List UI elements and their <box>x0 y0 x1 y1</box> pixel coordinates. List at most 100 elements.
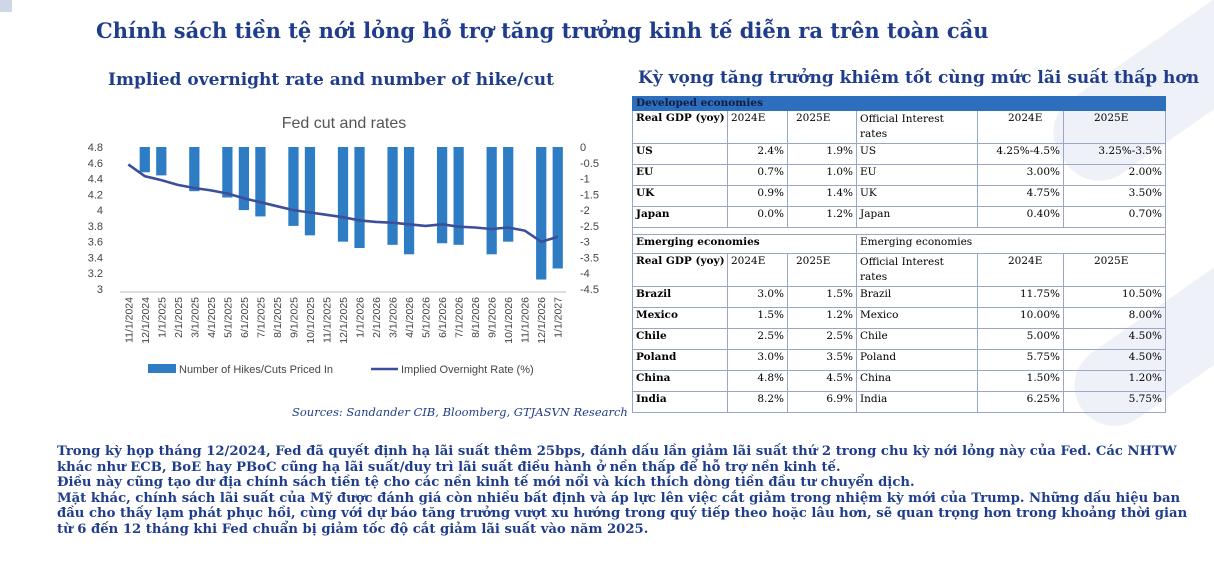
country-cell: Brazil <box>632 286 728 308</box>
gdp-2024-cell: 2.4% <box>727 143 788 165</box>
section-header-emerging: Emerging economies Emerging economies <box>632 234 1167 254</box>
gdp-2025-cell: 1.9% <box>787 143 857 165</box>
chart-title: Fed cut and rates <box>282 115 407 132</box>
rate-country-cell: China <box>856 370 978 392</box>
page-title: Chính sách tiền tệ nới lỏng hỗ trợ tăng … <box>96 18 989 43</box>
gdp-2025-cell: 1.5% <box>787 286 857 308</box>
section-header-developed: Developed economies <box>631 96 1167 111</box>
gdp-2024-cell: 3.0% <box>727 349 788 371</box>
rate-2025-cell: 4.50% <box>1062 328 1167 350</box>
header-2024: 2024E <box>727 253 788 287</box>
rate-country-cell: EU <box>856 164 978 186</box>
paragraph: Trong kỳ họp tháng 12/2024, Fed đã quyết… <box>57 444 1177 475</box>
gdp-2025-cell: 3.5% <box>787 349 857 371</box>
spacer-row <box>631 227 1167 235</box>
rate-2025-cell: 5.75% <box>1062 391 1167 413</box>
rate-2024-cell: 0.40% <box>977 206 1064 228</box>
gdp-2025-cell: 6.9% <box>787 391 857 413</box>
x-axis-tick: 3/1/2025 <box>189 297 201 338</box>
rate-2024-cell: 3.00% <box>977 164 1064 186</box>
x-axis-tick: 12/1/2024 <box>140 297 152 344</box>
gdp-2024-cell: 0.0% <box>727 206 788 228</box>
gdp-2024-cell: 4.8% <box>727 370 788 392</box>
x-axis-tick: 5/1/2025 <box>222 297 234 338</box>
left-axis-tick: 4.4 <box>88 174 103 186</box>
table-row: Brazil 3.0% 1.5% Brazil 11.75% 10.50% <box>632 286 1167 308</box>
x-axis-tick: 5/1/2026 <box>421 297 433 338</box>
gdp-rates-table: Developed economies Real GDP (yoy) 2024E… <box>631 96 1167 413</box>
corner-mark <box>0 0 12 12</box>
bar <box>304 147 316 236</box>
table-row: US 2.4% 1.9% US 4.25%-4.5% 3.25%-3.5% <box>632 143 1167 165</box>
x-axis-tick: 4/1/2025 <box>206 297 218 338</box>
left-axis-tick: 3.6 <box>88 237 103 249</box>
x-axis-tick: 1/1/2025 <box>156 297 168 338</box>
x-axis-tick: 11/1/2026 <box>520 297 532 343</box>
left-axis-tick: 4.8 <box>88 142 103 154</box>
header-2024: 2024E <box>727 110 788 144</box>
bar <box>552 147 563 269</box>
x-axis-tick: 9/1/2026 <box>487 297 499 338</box>
right-axis-tick: -0.5 <box>580 158 599 170</box>
gdp-2025-cell: 4.5% <box>787 370 857 392</box>
x-axis-tick: 12/1/2026 <box>536 297 548 344</box>
right-axis-tick: -4 <box>580 268 590 280</box>
gdp-2025-cell: 1.2% <box>787 307 857 329</box>
bar <box>387 147 398 245</box>
gdp-2025-cell: 1.0% <box>787 164 857 186</box>
rate-line <box>127 163 559 243</box>
x-axis-tick: 10/1/2025 <box>305 297 317 344</box>
left-axis-tick: 3.4 <box>88 252 103 264</box>
rate-2025-cell: 2.00% <box>1062 164 1167 186</box>
header-2024: 2024E <box>977 110 1064 144</box>
header-2025: 2025E <box>1062 253 1167 287</box>
section-label: Developed economies <box>631 96 1167 111</box>
bar <box>503 147 514 242</box>
bar <box>337 147 349 242</box>
rate-country-cell: UK <box>856 185 978 207</box>
table-row: India 8.2% 6.9% India 6.25% 5.75% <box>632 391 1167 413</box>
commentary: Trong kỳ họp tháng 12/2024, Fed đã quyết… <box>57 444 1207 537</box>
x-axis-tick: 4/1/2026 <box>404 297 416 338</box>
left-axis-tick: 3.2 <box>88 268 103 280</box>
right-axis-tick: -3.5 <box>580 252 599 264</box>
country-cell: India <box>632 391 728 413</box>
table-row: Japan 0.0% 1.2% Japan 0.40% 0.70% <box>632 206 1167 228</box>
rate-2025-cell: 3.25%-3.5% <box>1062 143 1167 165</box>
right-axis-tick: -2 <box>580 205 590 217</box>
table-row: EU 0.7% 1.0% EU 3.00% 2.00% <box>632 164 1167 186</box>
gdp-2024-cell: 1.5% <box>727 307 788 329</box>
rate-country-cell: US <box>856 143 978 165</box>
rate-country-cell: Brazil <box>856 286 978 308</box>
country-cell: EU <box>632 164 728 186</box>
table-row: Chile 2.5% 2.5% Chile 5.00% 4.50% <box>632 328 1167 350</box>
x-axis-tick: 8/1/2026 <box>470 297 482 338</box>
rate-2025-cell: 1.20% <box>1062 370 1167 392</box>
paragraph: Điều này cũng tạo dư địa chính sách tiền… <box>57 475 915 490</box>
section-label: Emerging economies <box>632 234 857 254</box>
header-2025: 2025E <box>787 253 857 287</box>
legend-label: Implied Overnight Rate (%) <box>401 364 534 376</box>
x-axis-tick: 9/1/2025 <box>288 297 300 338</box>
header-2025: 2025E <box>787 110 857 144</box>
rate-2024-cell: 4.25%-4.5% <box>977 143 1064 165</box>
bar <box>255 147 266 217</box>
right-axis-tick: 0 <box>580 142 586 154</box>
gdp-2025-cell: 2.5% <box>787 328 857 350</box>
x-axis-tick: 6/1/2025 <box>239 297 251 338</box>
rate-2025-cell: 10.50% <box>1062 286 1167 308</box>
left-axis-tick: 4.2 <box>88 189 103 201</box>
right-axis-tick: -2.5 <box>580 221 599 233</box>
bar <box>222 147 233 198</box>
gdp-2024-cell: 3.0% <box>727 286 788 308</box>
gdp-2024-cell: 8.2% <box>727 391 788 413</box>
left-axis-tick: 3 <box>97 284 103 296</box>
rate-2024-cell: 1.50% <box>977 370 1064 392</box>
right-axis-tick: -4.5 <box>580 284 599 296</box>
section-label: Emerging economies <box>855 234 1167 254</box>
rate-2025-cell: 3.50% <box>1062 185 1167 207</box>
gdp-2025-cell: 1.2% <box>787 206 857 228</box>
country-cell: Japan <box>632 206 728 228</box>
x-axis-tick: 11/1/2024 <box>123 297 135 343</box>
header-gdp: Real GDP (yoy) <box>632 110 728 144</box>
